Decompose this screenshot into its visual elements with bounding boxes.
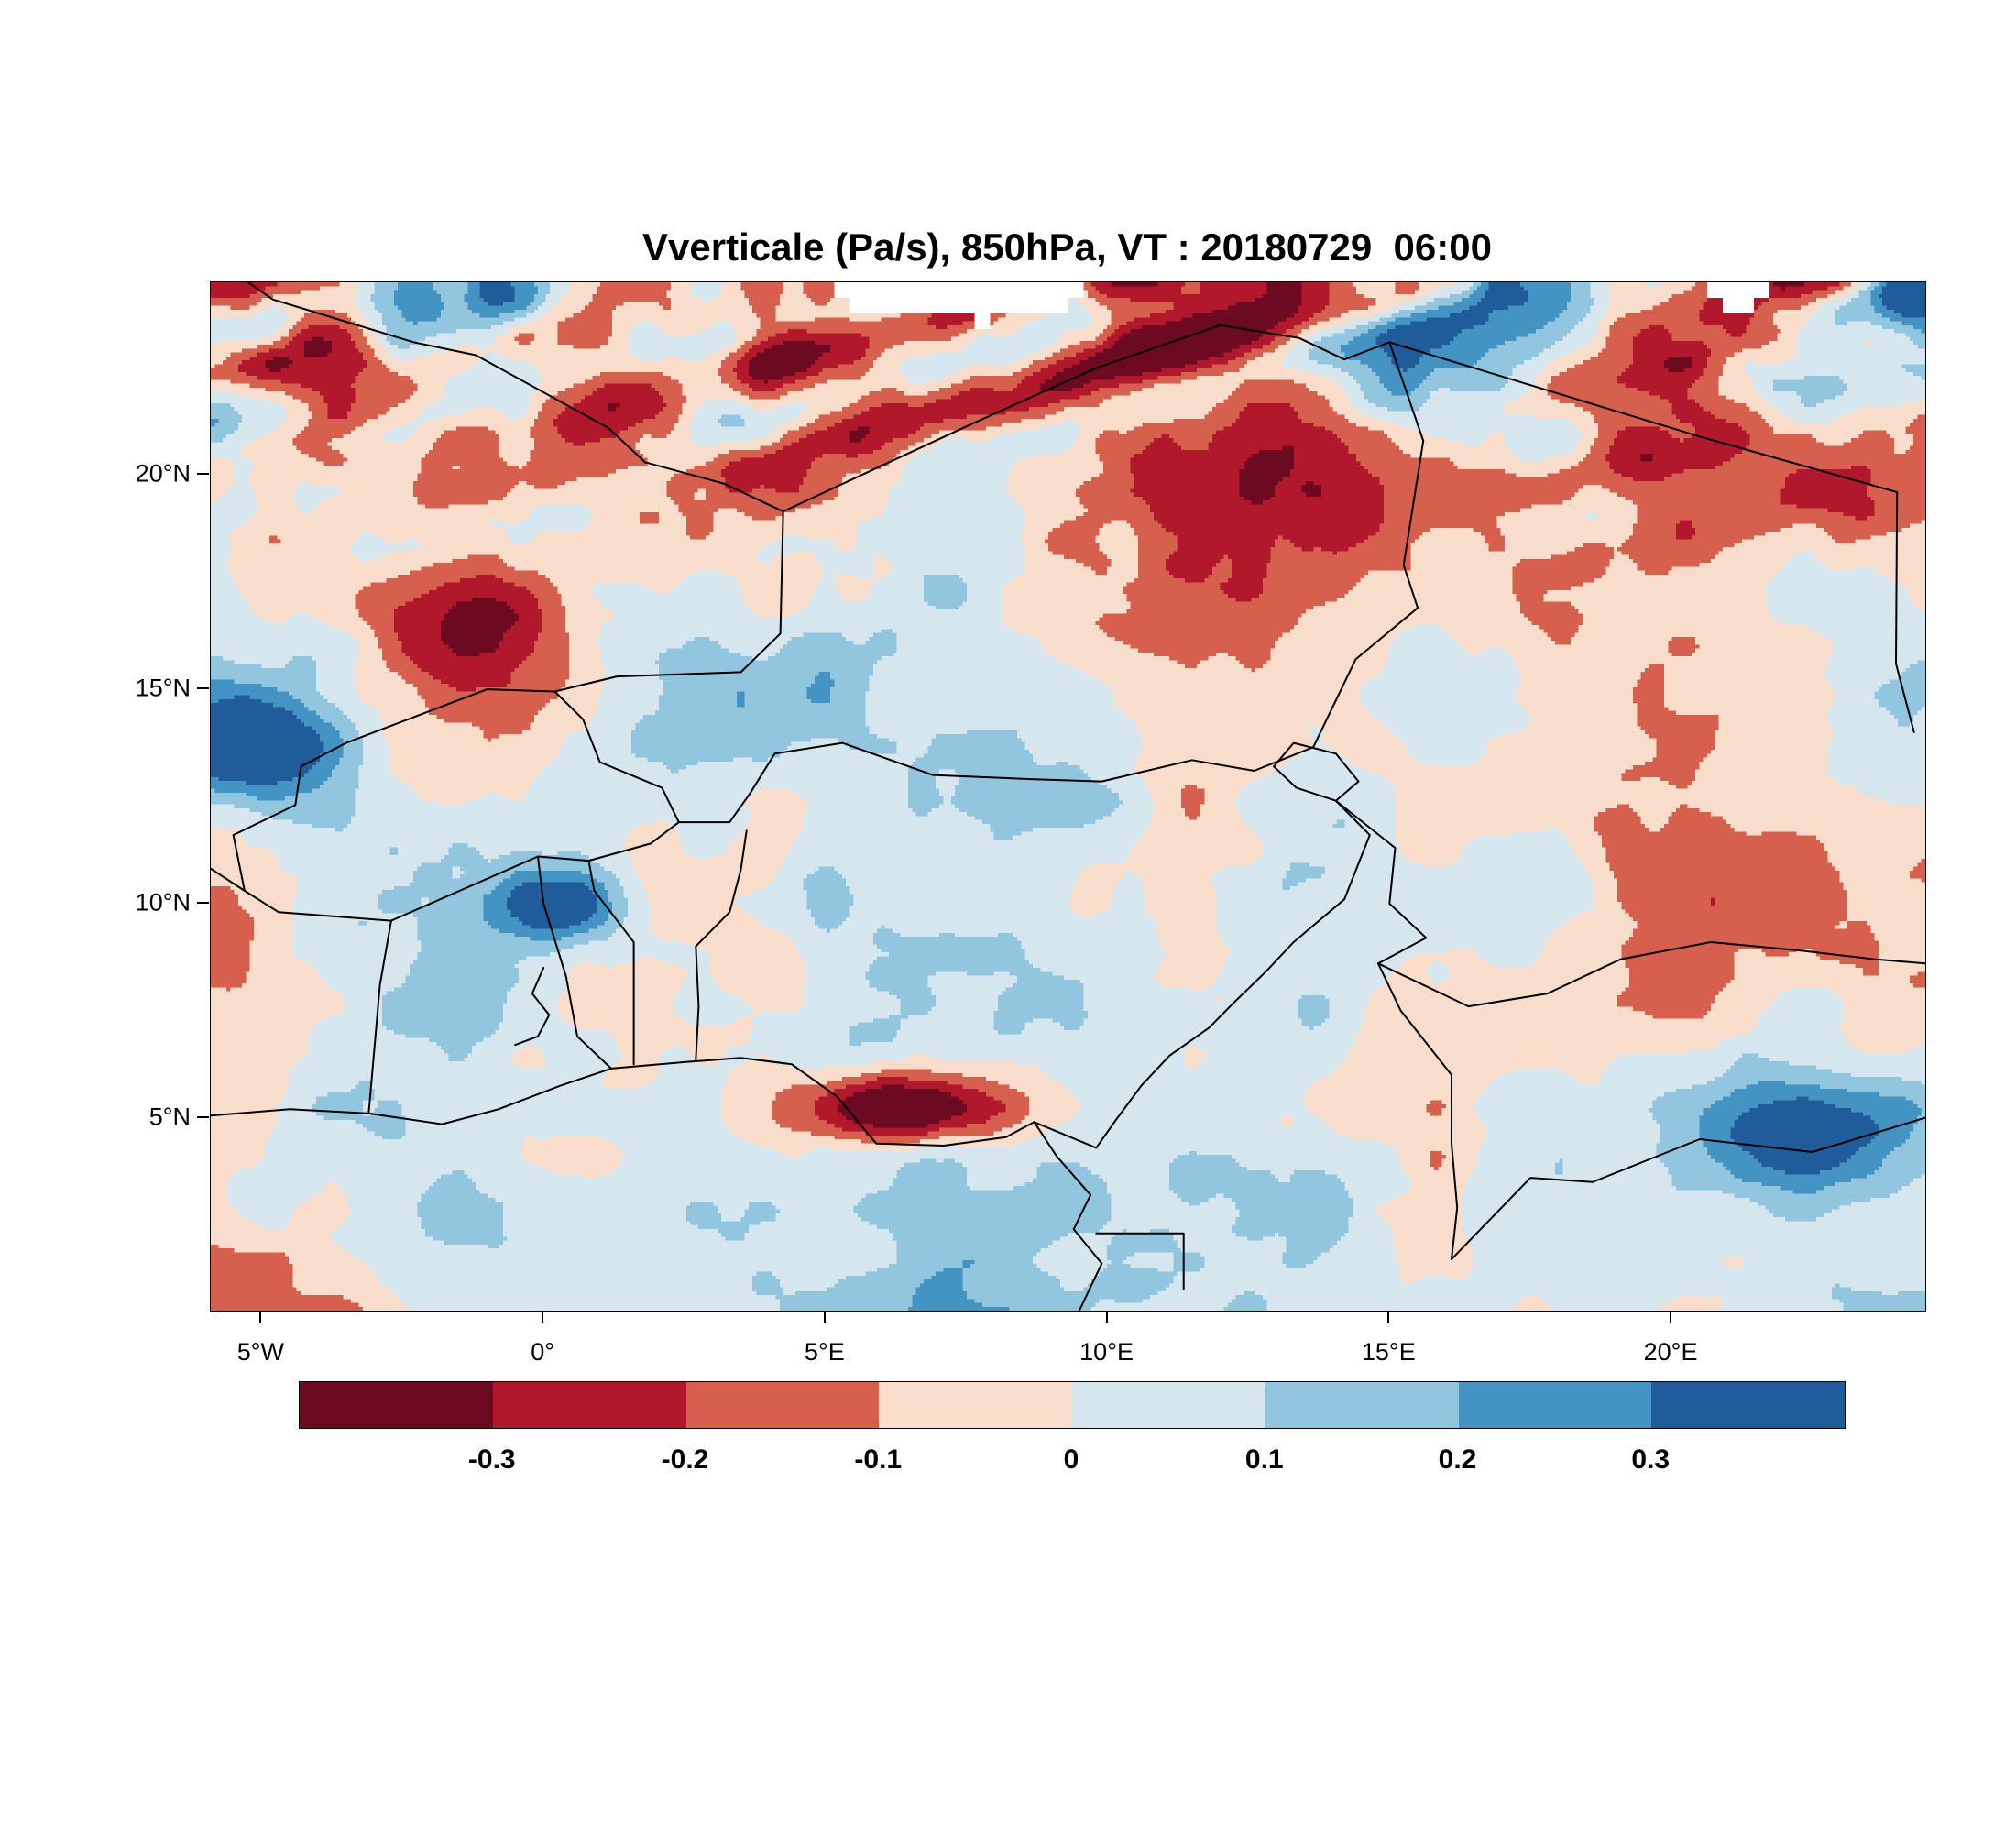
- lon-tick-mark: [542, 1311, 544, 1323]
- border-lake-chad: [1273, 741, 1360, 802]
- colorbar-segment: [1265, 1382, 1459, 1428]
- border-ghana-togo: [537, 855, 612, 1070]
- map-area: [210, 281, 1926, 1312]
- lon-tick-label: 10°E: [1079, 1338, 1134, 1366]
- lon-tick-label: 5°E: [804, 1338, 845, 1366]
- lat-tick-label: 15°N: [135, 674, 191, 702]
- lat-tick-label: 5°N: [148, 1103, 191, 1131]
- border-benin-nigeria: [695, 829, 748, 1061]
- colorbar-segment: [1458, 1382, 1652, 1428]
- border-cameroon-car: [1377, 962, 1459, 1260]
- border-burkina-niger: [553, 690, 680, 824]
- colorbar-tick-label: -0.1: [854, 1444, 903, 1475]
- border-niger-nigeria: [677, 741, 1315, 824]
- border-chad-car: [1377, 941, 1925, 1008]
- lon-tick-mark: [259, 1311, 262, 1323]
- vertical-velocity-heatmap: [211, 282, 1925, 1311]
- lon-tick-mark: [1387, 1311, 1390, 1323]
- lat-tick-label: 10°N: [135, 888, 191, 916]
- lat-tick-mark: [197, 687, 209, 690]
- colorbar-tick-label: -0.2: [661, 1444, 709, 1475]
- border-chad-cameroon: [1334, 799, 1428, 965]
- border-chad-libya: [1388, 341, 1899, 494]
- border-niger-libya: [1219, 324, 1391, 361]
- colorbar-tick-label: 0.1: [1244, 1444, 1284, 1475]
- border-algeria-niger: [782, 324, 1222, 513]
- colorbar-tick-label: 0.3: [1631, 1444, 1671, 1475]
- border-niger-chad: [1312, 341, 1425, 749]
- colorbar-segment: [300, 1382, 493, 1428]
- lat-tick-mark: [197, 473, 209, 476]
- border-mali-burkina: [232, 688, 556, 892]
- lon-tick-label: 20°E: [1643, 1338, 1698, 1366]
- lon-tick-mark: [1105, 1311, 1108, 1323]
- border-mali-niger: [553, 510, 784, 693]
- colorbar-tick-label: 0.2: [1438, 1444, 1477, 1475]
- border-togo-benin: [587, 860, 635, 1066]
- country-borders-overlay: [211, 282, 1925, 1311]
- border-equatorial-guinea: [1095, 1232, 1185, 1290]
- border-lake-volta: [514, 967, 551, 1047]
- border-burkina-south: [243, 821, 680, 922]
- colorbar-segment: [1072, 1382, 1265, 1428]
- border-cote-divoire-mali: [211, 867, 246, 892]
- border-nigeria-cameroon: [1033, 799, 1371, 1149]
- colorbar-segment: [879, 1382, 1072, 1428]
- lon-tick-mark: [823, 1311, 826, 1323]
- chart-title: Vverticale (Pa/s), 850hPa, VT : 20180729…: [642, 225, 1492, 269]
- border-gulf-of-guinea-coastline: [211, 1057, 1103, 1311]
- border-car-south: [1451, 1116, 1925, 1260]
- lon-tick-label: 0°: [531, 1338, 555, 1366]
- lon-tick-label: 15°E: [1361, 1338, 1416, 1366]
- lat-tick-label: 20°N: [135, 459, 191, 488]
- colorbar-tick-label: 0: [1063, 1444, 1079, 1475]
- colorbar-segment: [492, 1382, 686, 1428]
- colorbar-segment: [685, 1382, 880, 1428]
- lat-tick-mark: [197, 1115, 209, 1118]
- colorbar: [299, 1381, 1846, 1429]
- lat-tick-mark: [197, 901, 209, 904]
- border-cote-divoire-ghana: [367, 919, 392, 1114]
- lon-tick-label: 5°W: [236, 1338, 285, 1366]
- lon-tick-mark: [1670, 1311, 1672, 1323]
- colorbar-tick-label: -0.3: [467, 1444, 516, 1475]
- colorbar-segment: [1651, 1382, 1845, 1428]
- border-algeria-mali: [247, 282, 784, 513]
- border-chad-sudan: [1895, 491, 1915, 733]
